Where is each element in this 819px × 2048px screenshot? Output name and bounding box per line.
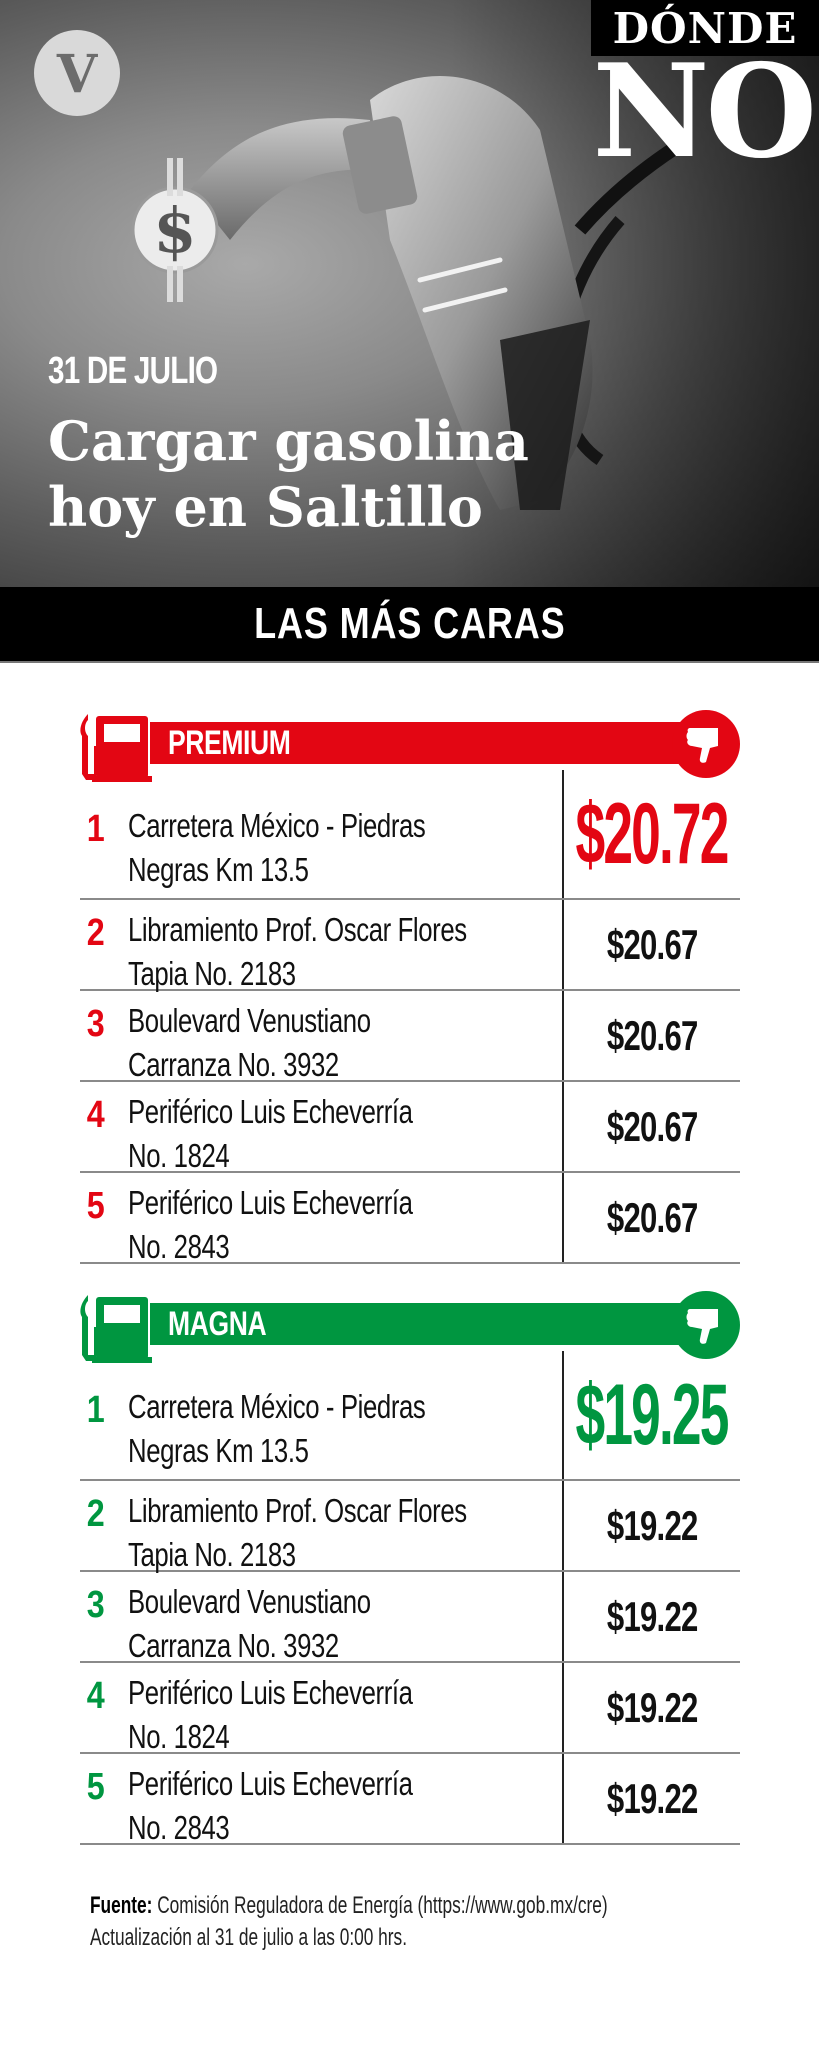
price-cell: $19.22 xyxy=(562,1663,740,1752)
section-banner: LAS MÁS CARAS xyxy=(0,587,819,663)
premium-title: PREMIUM xyxy=(168,724,291,762)
price: $19.22 xyxy=(606,1683,698,1731)
price: $20.72 xyxy=(576,785,730,882)
address: Periférico Luis Echeverría No. 1824 xyxy=(128,1093,413,1174)
price: $20.67 xyxy=(606,920,698,968)
price: $20.67 xyxy=(606,1102,698,1150)
price-cell: $19.25 xyxy=(562,1351,740,1479)
price: $19.25 xyxy=(576,1366,730,1463)
premium-header: PREMIUM xyxy=(80,710,740,782)
address: Periférico Luis Echeverría No. 2843 xyxy=(128,1184,413,1265)
premium-table: 1 Carretera México - Piedras Negras Km 13… xyxy=(80,770,740,1265)
headline: Cargar gasolina hoy en Saltillo xyxy=(48,408,529,540)
address: Libramiento Prof. Oscar Flores Tapia No. … xyxy=(128,911,467,992)
gas-pump-icon xyxy=(80,1295,152,1363)
rank: 4 xyxy=(86,1094,105,1136)
price-cell: $19.22 xyxy=(562,1572,740,1661)
fuel-nozzle-illustration: $ xyxy=(131,76,680,510)
address: Periférico Luis Echeverría No. 2843 xyxy=(128,1765,413,1846)
rank: 5 xyxy=(86,1185,105,1227)
update-line: Actualización al 31 de julio a las 0:00 … xyxy=(90,1924,407,1951)
tag-donde: DÓNDE xyxy=(612,3,798,53)
premium-bar xyxy=(150,722,700,764)
banner-title: LAS MÁS CARAS xyxy=(253,599,566,648)
logo-letter: V xyxy=(56,44,98,105)
magna-bar xyxy=(150,1303,700,1345)
price-cell: $20.67 xyxy=(562,1173,740,1262)
address: Carretera México - Piedras Negras Km 13.5 xyxy=(128,1388,426,1469)
address: Carretera México - Piedras Negras Km 13.5 xyxy=(128,807,426,888)
source-label: Fuente: xyxy=(90,1892,153,1919)
table-row: 4 Periférico Luis Echeverría No. 1824 $20… xyxy=(80,1082,740,1174)
table-row: 3 Boulevard Venustiano Carranza No. 3932 … xyxy=(80,991,740,1083)
table-row: 1 Carretera México - Piedras Negras Km 13… xyxy=(80,770,740,900)
price: $19.22 xyxy=(606,1501,698,1549)
gas-pump-icon xyxy=(80,714,152,782)
table-row: 1 Carretera México - Piedras Negras Km 13… xyxy=(80,1351,740,1481)
rank: 4 xyxy=(86,1675,105,1717)
price-cell: $19.22 xyxy=(562,1481,740,1570)
magna-table: 1 Carretera México - Piedras Negras Km 13… xyxy=(80,1351,740,1846)
rank: 2 xyxy=(86,912,105,954)
table-row: 2 Libramiento Prof. Oscar Flores Tapia No… xyxy=(80,1481,740,1573)
logo: V xyxy=(34,30,120,116)
price: $19.22 xyxy=(606,1592,698,1640)
svg-text:$: $ xyxy=(153,194,196,267)
tag-donde-box: DÓNDE xyxy=(591,0,819,56)
magna-title: MAGNA xyxy=(168,1305,267,1343)
rank: 5 xyxy=(86,1766,105,1808)
table-row: 2 Libramiento Prof. Oscar Flores Tapia No… xyxy=(80,900,740,992)
address: Periférico Luis Echeverría No. 1824 xyxy=(128,1674,413,1755)
table-row: 5 Periférico Luis Echeverría No. 2843 $20… xyxy=(80,1173,740,1265)
source-line: Fuente: Comisión Reguladora de Energía (… xyxy=(90,1890,608,1922)
address: Boulevard Venustiano Carranza No. 3932 xyxy=(128,1583,371,1664)
table-row: 4 Periférico Luis Echeverría No. 1824 $19… xyxy=(80,1663,740,1755)
price: $19.22 xyxy=(606,1774,698,1822)
price-cell: $20.67 xyxy=(562,1082,740,1171)
premium-section: PREMIUM 1 Carretera México - Piedras Negr… xyxy=(80,710,740,1265)
rank: 1 xyxy=(86,808,105,850)
dollar-sign-icon: $ xyxy=(131,158,219,302)
headline-line-2: hoy en Saltillo xyxy=(48,475,483,539)
rank: 2 xyxy=(86,1493,105,1535)
rank: 1 xyxy=(86,1389,105,1431)
rank: 3 xyxy=(86,1003,105,1045)
headline-line-1: Cargar gasolina xyxy=(48,409,529,473)
thumbs-down-icon xyxy=(672,1291,740,1359)
table-row: 5 Periférico Luis Echeverría No. 2843 $19… xyxy=(80,1754,740,1846)
price: $20.67 xyxy=(606,1193,698,1241)
price-cell: $20.67 xyxy=(562,900,740,989)
rank: 3 xyxy=(86,1584,105,1626)
table-row: 3 Boulevard Venustiano Carranza No. 3932 … xyxy=(80,1572,740,1664)
date-label: 31 DE JULIO xyxy=(48,350,218,392)
address: Libramiento Prof. Oscar Flores Tapia No. … xyxy=(128,1492,467,1573)
tag-no: NO xyxy=(592,37,817,187)
hero-image: V $ xyxy=(0,0,819,587)
magna-header: MAGNA xyxy=(80,1291,740,1363)
price-cell: $19.22 xyxy=(562,1754,740,1843)
footer-source: Fuente: Comisión Reguladora de Energía (… xyxy=(90,1890,809,1954)
thumbs-down-icon xyxy=(672,710,740,778)
price: $20.67 xyxy=(606,1011,698,1059)
source-text: Comisión Reguladora de Energía (https://… xyxy=(152,1892,608,1919)
address: Boulevard Venustiano Carranza No. 3932 xyxy=(128,1002,371,1083)
magna-section: MAGNA 1 Carretera México - Piedras Negras… xyxy=(80,1291,740,1846)
price-cell: $20.67 xyxy=(562,991,740,1080)
price-cell: $20.72 xyxy=(562,770,740,898)
